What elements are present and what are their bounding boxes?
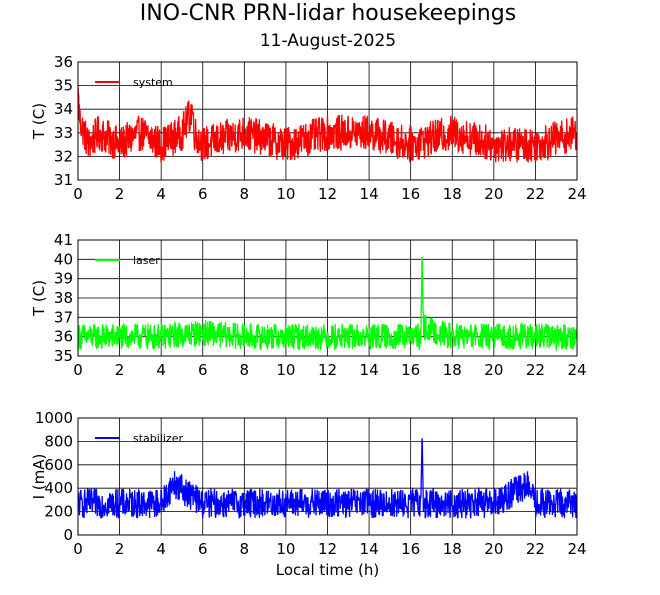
y-tick-label: 40 xyxy=(54,250,73,268)
x-tick-label: 4 xyxy=(156,540,166,558)
y-tick-label: 32 xyxy=(54,147,73,165)
series-line-laser xyxy=(78,257,577,353)
x-tick-label: 22 xyxy=(526,185,545,203)
y-tick-label: 1000 xyxy=(35,409,73,427)
x-tick-label: 6 xyxy=(198,361,208,379)
x-tick-label: 0 xyxy=(73,185,83,203)
legend-label-system: system xyxy=(133,76,173,89)
x-tick-label: 8 xyxy=(240,361,250,379)
x-tick-label: 0 xyxy=(73,361,83,379)
x-tick-label: 14 xyxy=(360,185,379,203)
x-tick-label: 14 xyxy=(360,540,379,558)
y-tick-label: 36 xyxy=(54,328,73,346)
x-tick-label: 10 xyxy=(276,361,295,379)
x-tick-label: 12 xyxy=(318,185,337,203)
x-tick-label: 2 xyxy=(115,185,125,203)
x-tick-label: 16 xyxy=(401,185,420,203)
x-tick-label: 22 xyxy=(526,361,545,379)
x-tick-label: 12 xyxy=(318,361,337,379)
y-tick-label: 400 xyxy=(44,479,73,497)
y-tick-label: 35 xyxy=(54,347,73,365)
x-tick-label: 20 xyxy=(484,361,503,379)
x-tick-label: 8 xyxy=(240,185,250,203)
x-tick-label: 4 xyxy=(156,185,166,203)
legend-label-stabilizer: stabilizer xyxy=(133,432,183,445)
x-tick-label: 16 xyxy=(401,540,420,558)
y-tick-label: 600 xyxy=(44,456,73,474)
x-tick-label: 24 xyxy=(567,185,586,203)
y-tick-label: 31 xyxy=(54,171,73,189)
x-tick-label: 10 xyxy=(276,185,295,203)
series-line-system xyxy=(78,85,577,163)
x-tick-label: 6 xyxy=(198,185,208,203)
x-tick-label: 18 xyxy=(443,361,462,379)
y-axis-label: I (mA) xyxy=(30,454,48,500)
y-tick-label: 34 xyxy=(54,100,73,118)
x-tick-label: 18 xyxy=(443,185,462,203)
x-tick-label: 16 xyxy=(401,361,420,379)
x-tick-label: 22 xyxy=(526,540,545,558)
x-tick-label: 18 xyxy=(443,540,462,558)
x-tick-label: 2 xyxy=(115,361,125,379)
x-tick-label: 4 xyxy=(156,361,166,379)
x-tick-label: 20 xyxy=(484,185,503,203)
x-tick-label: 14 xyxy=(360,361,379,379)
y-tick-label: 800 xyxy=(44,432,73,450)
x-tick-label: 24 xyxy=(567,361,586,379)
y-tick-label: 38 xyxy=(54,289,73,307)
y-axis-label: T (C) xyxy=(30,103,48,140)
x-tick-label: 24 xyxy=(567,540,586,558)
y-tick-label: 0 xyxy=(63,526,73,544)
x-tick-label: 2 xyxy=(115,540,125,558)
y-axis-label: T (C) xyxy=(30,280,48,317)
y-tick-label: 41 xyxy=(54,231,73,249)
figure-title: INO-CNR PRN-lidar housekeepings xyxy=(140,1,516,26)
y-tick-label: 39 xyxy=(54,270,73,288)
x-tick-label: 6 xyxy=(198,540,208,558)
x-tick-label: 20 xyxy=(484,540,503,558)
x-tick-label: 12 xyxy=(318,540,337,558)
y-tick-label: 37 xyxy=(54,308,73,326)
y-tick-label: 36 xyxy=(54,53,73,71)
figure-date: 11-August-2025 xyxy=(260,31,396,51)
plot-frame xyxy=(77,417,578,536)
y-tick-label: 33 xyxy=(54,124,73,142)
y-tick-label: 200 xyxy=(44,503,73,521)
x-tick-label: 0 xyxy=(73,540,83,558)
x-tick-label: 8 xyxy=(240,540,250,558)
legend-label-laser: laser xyxy=(133,254,160,267)
x-axis-label: Local time (h) xyxy=(276,561,380,579)
plot-frame xyxy=(77,239,578,357)
series-line-stabilizer xyxy=(78,438,577,519)
y-tick-label: 35 xyxy=(54,77,73,95)
x-tick-label: 10 xyxy=(276,540,295,558)
plot-frame xyxy=(77,61,578,181)
